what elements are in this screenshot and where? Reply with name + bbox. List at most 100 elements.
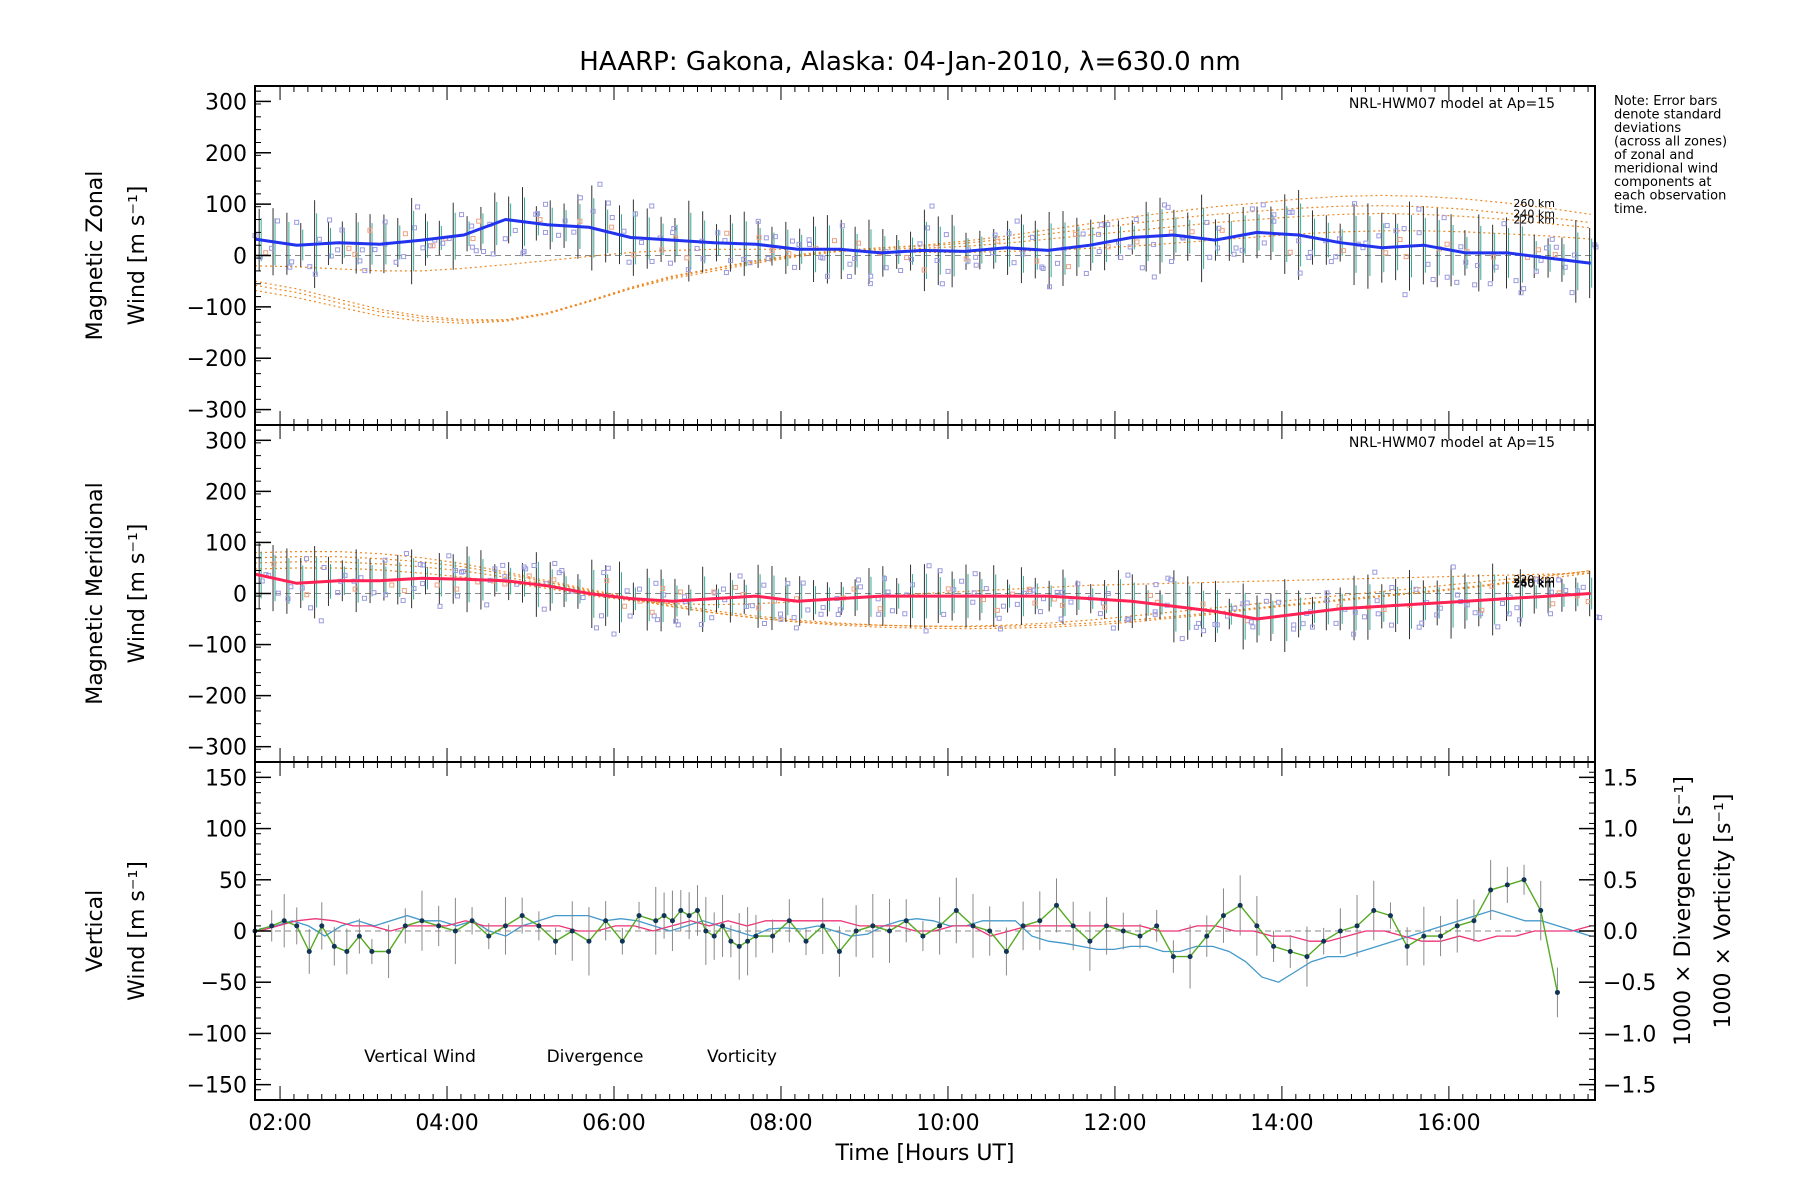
- sample-point: [605, 200, 611, 206]
- sample-point: [1054, 589, 1060, 595]
- sample-point: [299, 585, 305, 591]
- vertical-wind-point: [269, 923, 275, 929]
- sample-point: [1073, 231, 1079, 237]
- sample-point: [800, 580, 806, 586]
- sample-point: [720, 586, 726, 592]
- sample-point: [367, 227, 373, 233]
- sample-point: [1490, 254, 1496, 260]
- sample-point: [807, 242, 813, 248]
- sample-point: [1571, 252, 1577, 258]
- sample-point: [793, 625, 799, 631]
- vertical-wind-point: [703, 928, 709, 934]
- x-axis-label: Time [Hours UT]: [835, 1141, 1015, 1166]
- sample-point: [761, 620, 767, 626]
- sample-point: [728, 258, 734, 264]
- vertical-wind-point: [306, 948, 312, 954]
- sample-point: [1521, 286, 1527, 292]
- sample-point: [383, 592, 389, 598]
- sample-point: [856, 577, 862, 583]
- sample-point: [275, 590, 281, 596]
- sample-point: [1233, 245, 1239, 251]
- vertical-wind-point: [987, 928, 993, 934]
- y-tick-label: 0: [233, 245, 247, 270]
- model-label: NRL-HWM07 model at Ap=15: [1349, 435, 1555, 451]
- vertical-wind-point: [319, 923, 325, 929]
- sample-point: [763, 235, 769, 241]
- vertical-wind-point: [1037, 918, 1043, 924]
- sample-point: [401, 254, 407, 260]
- y-tick-label: −300: [187, 736, 247, 761]
- sample-point: [1389, 585, 1395, 591]
- sample-point: [382, 557, 388, 563]
- sample-point: [1430, 277, 1436, 283]
- sample-point: [1124, 617, 1130, 623]
- legend-entry: Vertical Wind: [364, 1047, 476, 1067]
- sample-point: [1118, 255, 1124, 261]
- sample-point: [1239, 247, 1245, 253]
- sample-point: [1098, 222, 1104, 228]
- sample-point: [756, 234, 762, 240]
- sample-point: [321, 564, 327, 570]
- sample-point: [632, 211, 638, 217]
- sample-point: [671, 226, 677, 232]
- sample-point: [990, 250, 996, 256]
- sample-point: [973, 262, 979, 268]
- legend-entry: Vorticity: [707, 1047, 777, 1067]
- sample-point: [1562, 264, 1568, 270]
- sample-point: [372, 247, 378, 253]
- sample-point: [1514, 605, 1520, 611]
- sample-point: [983, 586, 989, 592]
- sample-point: [709, 615, 715, 621]
- note-line: meridional wind: [1614, 162, 1718, 177]
- y-axis-label: Magnetic Meridional: [83, 482, 108, 704]
- sample-point: [1200, 601, 1206, 607]
- sample-point: [1501, 221, 1507, 227]
- y-tick-label: −100: [187, 296, 247, 321]
- sample-point: [1134, 239, 1140, 245]
- sample-point: [980, 597, 986, 603]
- sample-point: [1533, 268, 1539, 274]
- sample-point: [1361, 614, 1367, 620]
- sample-point: [723, 269, 729, 275]
- sample-point: [963, 256, 969, 262]
- sample-point: [537, 217, 543, 223]
- sample-point: [1499, 600, 1505, 606]
- sample-point: [1032, 600, 1038, 606]
- sample-point: [805, 607, 811, 613]
- vertical-wind-point: [1220, 913, 1226, 919]
- sample-point: [1454, 592, 1460, 598]
- sample-point: [556, 570, 562, 576]
- sample-point: [346, 245, 352, 251]
- sample-point: [1333, 254, 1339, 260]
- vorticity-line: [259, 918, 1591, 942]
- vertical-wind-point: [1204, 933, 1210, 939]
- y-tick-label: 50: [219, 869, 247, 894]
- sample-point: [1569, 290, 1575, 296]
- sample-point: [502, 574, 508, 580]
- sample-point: [359, 247, 365, 253]
- sample-point: [1487, 281, 1493, 287]
- sample-point: [434, 582, 440, 588]
- sample-point: [835, 611, 841, 617]
- sample-point: [711, 589, 717, 595]
- sample-point: [481, 248, 487, 254]
- sample-point: [1250, 624, 1256, 630]
- y-tick-label: −200: [187, 685, 247, 710]
- sample-point: [304, 592, 310, 598]
- sample-point: [1352, 201, 1358, 207]
- sample-point: [1543, 245, 1549, 251]
- sample-point: [673, 618, 679, 624]
- y-tick-label: −100: [187, 1022, 247, 1047]
- sample-point: [335, 247, 341, 253]
- sample-point: [469, 223, 475, 229]
- sample-point: [1444, 241, 1450, 247]
- sample-point: [970, 599, 976, 605]
- sample-point: [1458, 244, 1464, 250]
- vertical-wind-point: [753, 933, 759, 939]
- sample-point: [1215, 245, 1221, 251]
- y2-tick-label: 1.0: [1603, 818, 1638, 843]
- sample-point: [904, 255, 910, 261]
- sample-point: [831, 238, 837, 244]
- sample-point: [1047, 284, 1053, 290]
- sample-point: [921, 267, 927, 273]
